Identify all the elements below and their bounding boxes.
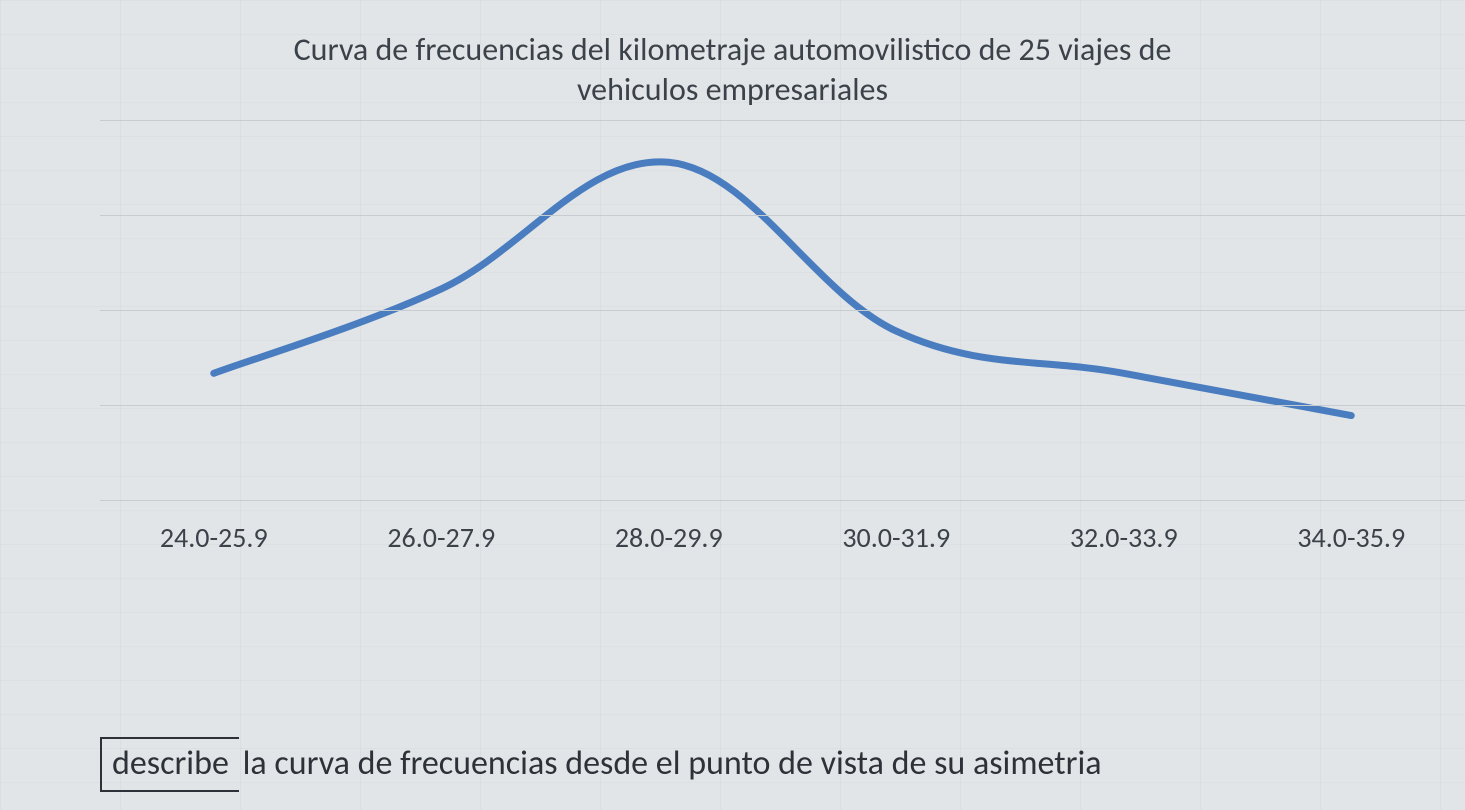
x-axis-labels: 24.0-25.9 26.0-27.9 28.0-29.9 30.0-31.9 32.0… bbox=[100, 520, 1465, 580]
x-axis-label: 28.0-29.9 bbox=[615, 520, 723, 555]
chart-plot-area: 24.0-25.9 26.0-27.9 28.0-29.9 30.0-31.9 32.0… bbox=[80, 120, 1465, 580]
chart-gridline bbox=[100, 310, 1465, 311]
question-boxed-word: describe bbox=[100, 737, 239, 792]
spreadsheet-background: Curva de frecuencias del kilometraje aut… bbox=[0, 0, 1465, 810]
x-axis-label: 30.0-31.9 bbox=[842, 520, 950, 555]
x-axis-label: 32.0-33.9 bbox=[1070, 520, 1178, 555]
frequency-chart: Curva de frecuencias del kilometraje aut… bbox=[20, 0, 1445, 680]
curve-path bbox=[214, 162, 1352, 416]
x-axis-label: 24.0-25.9 bbox=[160, 520, 268, 555]
chart-title: Curva de frecuencias del kilometraje aut… bbox=[20, 0, 1445, 120]
chart-gridline bbox=[100, 120, 1465, 121]
question-tail-text: la curva de frecuencias desde el punto d… bbox=[235, 743, 1102, 784]
chart-gridline bbox=[100, 215, 1465, 216]
chart-gridline bbox=[100, 500, 1465, 501]
x-axis-label: 26.0-27.9 bbox=[387, 520, 495, 555]
x-axis-label: 34.0-35.9 bbox=[1297, 520, 1405, 555]
plot-canvas bbox=[100, 120, 1465, 500]
chart-gridline bbox=[100, 405, 1465, 406]
question-text-row: describe la curva de frecuencias desde e… bbox=[100, 737, 1455, 792]
